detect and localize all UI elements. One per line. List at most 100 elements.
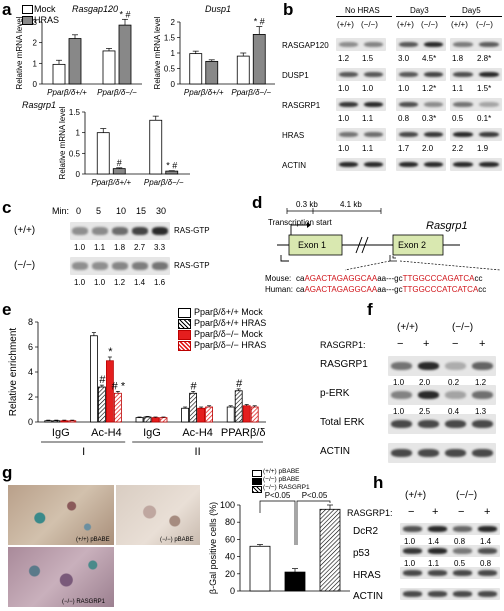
b-quant-value: 1.7 bbox=[398, 144, 410, 153]
b-hras-band bbox=[364, 131, 383, 138]
a-group-label: Pparβ/δ+/+ bbox=[184, 88, 224, 97]
d-sequence-segment: ca bbox=[296, 285, 305, 294]
b-quant-value: 1.1 bbox=[362, 114, 374, 123]
b-quant-value: 1.1 bbox=[362, 144, 374, 153]
c-quant-value: 1.2 bbox=[114, 278, 126, 287]
g-micro-image-2 bbox=[116, 485, 200, 545]
f-rasgrp1-band bbox=[418, 361, 439, 371]
c-quant-value: 1.0 bbox=[74, 278, 86, 287]
h-quant-value: 0.8 bbox=[480, 559, 492, 568]
h-hras-band bbox=[428, 570, 447, 576]
c-row-label: RAS-GTP bbox=[174, 226, 210, 235]
d-mouse-sequence: caAGACTAGAGGCAAaa---gcTTGGCCCAGATCAcc bbox=[296, 274, 482, 283]
b-quant-value: 2.2 bbox=[452, 144, 464, 153]
a-ytick-label: 2 bbox=[171, 18, 176, 27]
f-quant-value: 0.2 bbox=[448, 378, 460, 387]
h-hras-blot bbox=[400, 567, 500, 579]
c-ras-gtp-band bbox=[92, 262, 108, 270]
g-ytick-label: 100 bbox=[220, 500, 235, 510]
e-ytick-label: 2 bbox=[28, 392, 33, 402]
b-hras-band bbox=[339, 131, 358, 138]
f-p-erk-band bbox=[472, 390, 493, 400]
e-bar bbox=[90, 335, 98, 423]
b-hras-blot bbox=[450, 128, 502, 141]
e-legend-label: Pparβ/δ−/− HRAS bbox=[194, 340, 267, 350]
b-quant-value: 1.2* bbox=[422, 84, 437, 93]
b-row-label: RASGAP120 bbox=[282, 41, 329, 50]
g-legend-label: (−/−) RASGRP1 bbox=[263, 484, 310, 491]
a-group-label: Pparβ/δ−/− bbox=[97, 88, 137, 97]
b-quant-value: 0.1* bbox=[477, 114, 492, 123]
b-row-label: ACTIN bbox=[282, 161, 306, 170]
e-category-label: IgG bbox=[143, 427, 161, 439]
e-significance-mark: # bbox=[236, 378, 243, 390]
b-actin-band bbox=[424, 161, 443, 168]
b-rasgap120-band bbox=[339, 41, 358, 48]
g-image-label-1: (+/+) pBABE bbox=[76, 537, 110, 543]
panel-label-a: a bbox=[2, 0, 12, 19]
a-ylabel: Relative mRNA level bbox=[15, 16, 24, 89]
c-timepoint: 15 bbox=[136, 206, 147, 216]
d-human-label: Human: bbox=[265, 285, 294, 294]
b-rasgrp1-blot bbox=[396, 98, 446, 111]
e-legend-swatch bbox=[178, 341, 191, 351]
a-bar-mock bbox=[149, 119, 163, 175]
c-genotype: (−/−) bbox=[14, 260, 36, 271]
h-p53-band bbox=[478, 548, 497, 554]
h-row-label: HRAS bbox=[353, 570, 381, 581]
c-timepoint: 30 bbox=[156, 206, 167, 216]
g-bracket-1 bbox=[259, 500, 296, 545]
f-actin-blot bbox=[388, 443, 496, 463]
d-sequence-segment: TTGGCCCAGATCA bbox=[402, 274, 475, 283]
e-significance-mark: * bbox=[108, 346, 113, 358]
d-sequence-segment: aa bbox=[377, 285, 387, 294]
b-genotype: (+/+) bbox=[337, 20, 354, 29]
g-bar bbox=[319, 508, 341, 592]
c-ras-gtp-band bbox=[152, 227, 168, 235]
d-sequence-segment: TTGGCCCATCATCA bbox=[402, 285, 479, 294]
a-bar-hras bbox=[112, 168, 126, 175]
d-gene-name: Rasgrp1 bbox=[426, 220, 468, 232]
d-exon2-box bbox=[392, 234, 444, 256]
b-group-2: Day3 bbox=[410, 6, 429, 15]
g-pvalue: P<0.05 bbox=[265, 491, 291, 500]
d-sequence-segment: aa bbox=[377, 274, 387, 283]
h-p53-band bbox=[403, 548, 422, 554]
f-quant-value: 2.5 bbox=[419, 407, 431, 416]
h-quant-value: 1.0 bbox=[404, 537, 416, 546]
h-sign: + bbox=[432, 506, 439, 518]
a-group-label: Pparβ/δ−/− bbox=[144, 178, 184, 187]
d-distance-1: 0.3 kb bbox=[296, 200, 318, 209]
b-row-label: DUSP1 bbox=[282, 71, 309, 80]
h-dcr2-band bbox=[453, 526, 472, 532]
a-significance-mark: * # bbox=[119, 9, 130, 19]
g-bracket-2 bbox=[296, 500, 331, 545]
b-hras-band bbox=[479, 131, 499, 138]
e-section-label: II bbox=[195, 446, 201, 458]
g-bar bbox=[284, 571, 306, 592]
e-bar bbox=[197, 407, 206, 423]
f-p-erk-blot bbox=[388, 385, 496, 405]
a-ytick-label: 3 bbox=[33, 18, 38, 27]
b-rasgap120-blot bbox=[396, 38, 446, 51]
c-quant-value: 1.8 bbox=[114, 243, 126, 252]
h-row-label: ACTIN bbox=[353, 591, 383, 602]
a-ytick-label: 0.5 bbox=[164, 65, 176, 74]
d-sequence-segment: cc bbox=[478, 285, 487, 294]
c-timepoint: 0 bbox=[76, 206, 82, 216]
a-chart-dusp1: 0 0.5 1 1.5 2 Relative mRNA level Pparβ/δ+/+ * … bbox=[153, 16, 275, 97]
f-quant-value: 1.0 bbox=[393, 378, 405, 387]
b-hras-band bbox=[424, 131, 443, 138]
e-ytick-label: 4 bbox=[28, 367, 33, 377]
f-genotype-2: (−/−) bbox=[452, 322, 474, 333]
e-bar bbox=[114, 392, 122, 423]
e-bar bbox=[159, 417, 168, 423]
b-group-3: Day5 bbox=[462, 6, 481, 15]
a-ytick-label: 0.5 bbox=[69, 149, 81, 158]
b-actin-band bbox=[339, 161, 358, 168]
c-quant-value: 3.3 bbox=[154, 243, 166, 252]
f-total-erk-band bbox=[391, 419, 412, 429]
h-actin-band bbox=[453, 591, 472, 597]
f-p-erk-band bbox=[418, 390, 439, 400]
d-exon1-label: Exon 1 bbox=[298, 240, 327, 250]
